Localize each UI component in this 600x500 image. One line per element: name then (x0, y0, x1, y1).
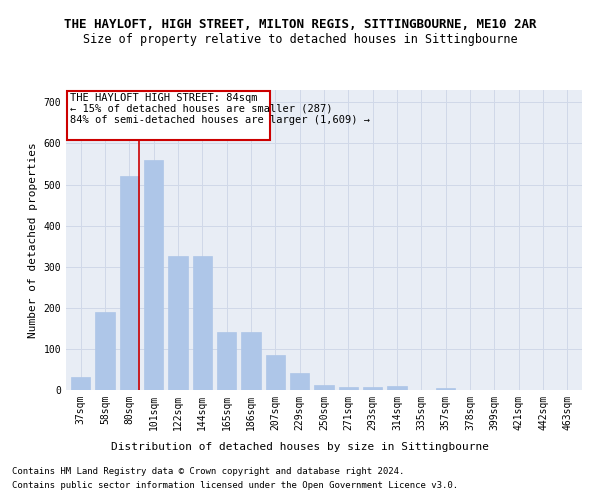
Bar (290, 372, 310, 390)
Bar (168, 256, 188, 390)
Text: THE HAYLOFT, HIGH STREET, MILTON REGIS, SITTINGBOURNE, ME10 2AR: THE HAYLOFT, HIGH STREET, MILTON REGIS, … (64, 18, 536, 30)
Bar (71, 377, 91, 390)
Bar (119, 176, 139, 390)
Y-axis label: Number of detached properties: Number of detached properties (28, 142, 38, 338)
Text: ← 15% of detached houses are smaller (287): ← 15% of detached houses are smaller (28… (70, 104, 332, 114)
Bar (266, 355, 285, 390)
Bar (241, 332, 261, 390)
Bar (363, 387, 382, 390)
Bar (338, 387, 358, 390)
Text: THE HAYLOFT HIGH STREET: 84sqm: THE HAYLOFT HIGH STREET: 84sqm (70, 94, 257, 104)
Text: Contains public sector information licensed under the Open Government Licence v3: Contains public sector information licen… (12, 481, 458, 490)
Bar (95, 312, 115, 390)
Text: Size of property relative to detached houses in Sittingbourne: Size of property relative to detached ho… (83, 32, 517, 46)
Text: Contains HM Land Registry data © Crown copyright and database right 2024.: Contains HM Land Registry data © Crown c… (12, 467, 404, 476)
Text: 84% of semi-detached houses are larger (1,609) →: 84% of semi-detached houses are larger (… (70, 114, 370, 124)
Bar (436, 388, 455, 390)
Bar (193, 256, 212, 390)
Bar (144, 160, 163, 390)
Bar (387, 386, 407, 390)
Bar (67, 91, 271, 140)
Bar (314, 384, 334, 390)
Bar (217, 332, 236, 390)
Text: Distribution of detached houses by size in Sittingbourne: Distribution of detached houses by size … (111, 442, 489, 452)
